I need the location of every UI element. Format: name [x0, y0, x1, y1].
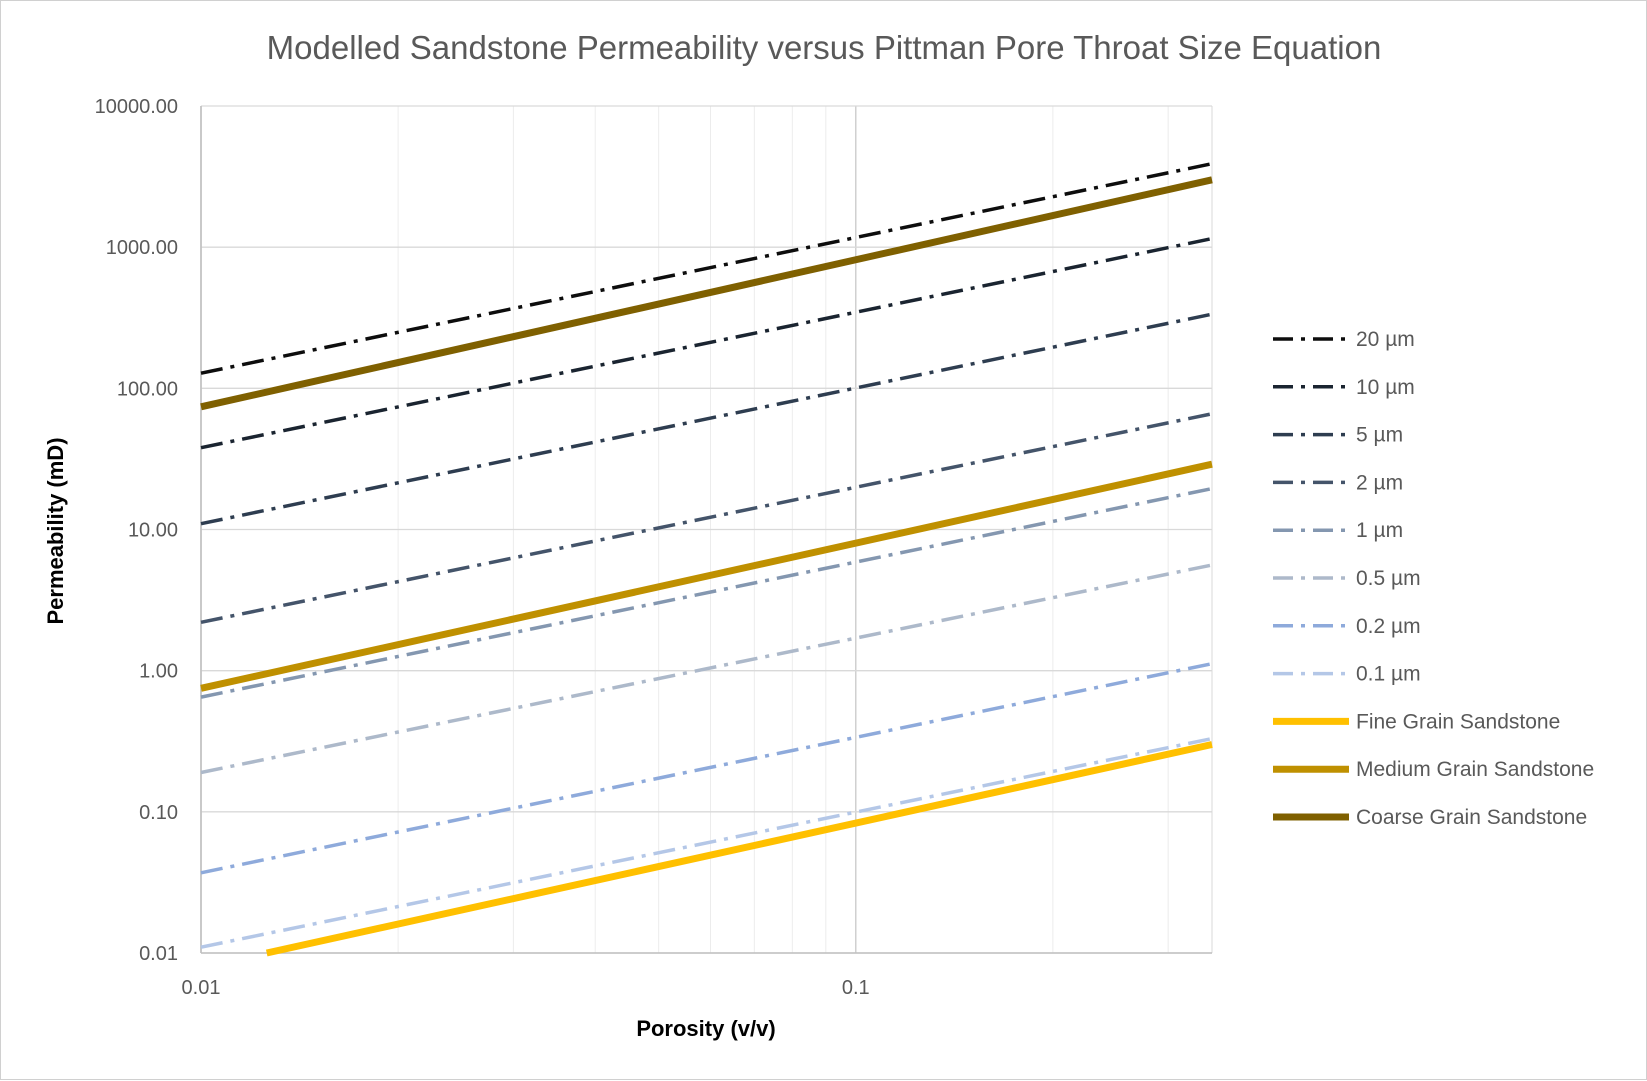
legend: 20 µm 10 µm 5 µm 2 µm 1 µm 0.5 µm 0.2 µm 0.1 µm… [1273, 328, 1594, 829]
y-tick-label: 1.00 [139, 661, 178, 683]
legend-item-0-1-um: 0.1 µm [1273, 663, 1421, 686]
tick-labels: 10000.001000.00100.0010.001.000.100.010.… [95, 96, 870, 999]
series-line-20-um [200, 161, 1213, 375]
chart-title: Modelled Sandstone Permeability versus P… [267, 29, 1382, 66]
legend-item-fine-grain-sandstone: Fine Grain Sandstone [1273, 710, 1560, 733]
series-line-0-1-um [200, 736, 1213, 949]
legend-label: Fine Grain Sandstone [1356, 710, 1560, 733]
series-line-medium-grain-sandstone [200, 460, 1213, 692]
legend-label: 0.2 µm [1356, 615, 1421, 638]
y-tick-label: 1000.00 [106, 237, 178, 259]
y-tick-label: 100.00 [117, 378, 178, 400]
series-line-2-um [200, 412, 1213, 625]
legend-label: Coarse Grain Sandstone [1356, 806, 1587, 829]
legend-label: 0.5 µm [1356, 567, 1421, 590]
legend-item-medium-grain-sandstone: Medium Grain Sandstone [1273, 758, 1594, 781]
legend-item-20-um: 20 µm [1273, 328, 1415, 351]
series-line-0-2-um [200, 661, 1213, 875]
y-tick-label: 10.00 [128, 520, 178, 542]
y-tick-label: 0.01 [139, 943, 178, 965]
legend-item-0-5-um: 0.5 µm [1273, 567, 1421, 590]
series-line-5-um [200, 312, 1213, 526]
series-line-10-um [200, 236, 1213, 450]
legend-item-5-um: 5 µm [1273, 424, 1403, 447]
legend-label: Medium Grain Sandstone [1356, 758, 1594, 781]
legend-label: 0.1 µm [1356, 663, 1421, 686]
legend-item-0-2-um: 0.2 µm [1273, 615, 1421, 638]
series-line-coarse-grain-sandstone [200, 176, 1213, 411]
legend-label: 20 µm [1356, 328, 1415, 351]
legend-item-10-um: 10 µm [1273, 376, 1415, 399]
y-tick-label: 10000.00 [95, 96, 178, 118]
y-axis-label: Permeability (mD) [43, 437, 68, 624]
x-axis-label: Porosity (v/v) [636, 1016, 775, 1041]
legend-label: 1 µm [1356, 519, 1403, 542]
axes [200, 106, 1212, 954]
legend-label: 2 µm [1356, 471, 1403, 494]
legend-label: 10 µm [1356, 376, 1415, 399]
y-tick-label: 0.10 [139, 802, 178, 824]
series-line-1-um [200, 486, 1213, 699]
x-tick-label: 0.01 [182, 977, 221, 999]
x-tick-label: 0.1 [842, 977, 870, 999]
legend-label: 5 µm [1356, 424, 1403, 447]
series-line-fine-grain-sandstone [265, 741, 1213, 957]
grid-lines [200, 105, 1213, 954]
legend-item-2-um: 2 µm [1273, 471, 1403, 494]
series-line-0-5-um [200, 563, 1213, 775]
legend-item-1-um: 1 µm [1273, 519, 1403, 542]
series-layer [200, 161, 1213, 957]
legend-item-coarse-grain-sandstone: Coarse Grain Sandstone [1273, 806, 1587, 829]
